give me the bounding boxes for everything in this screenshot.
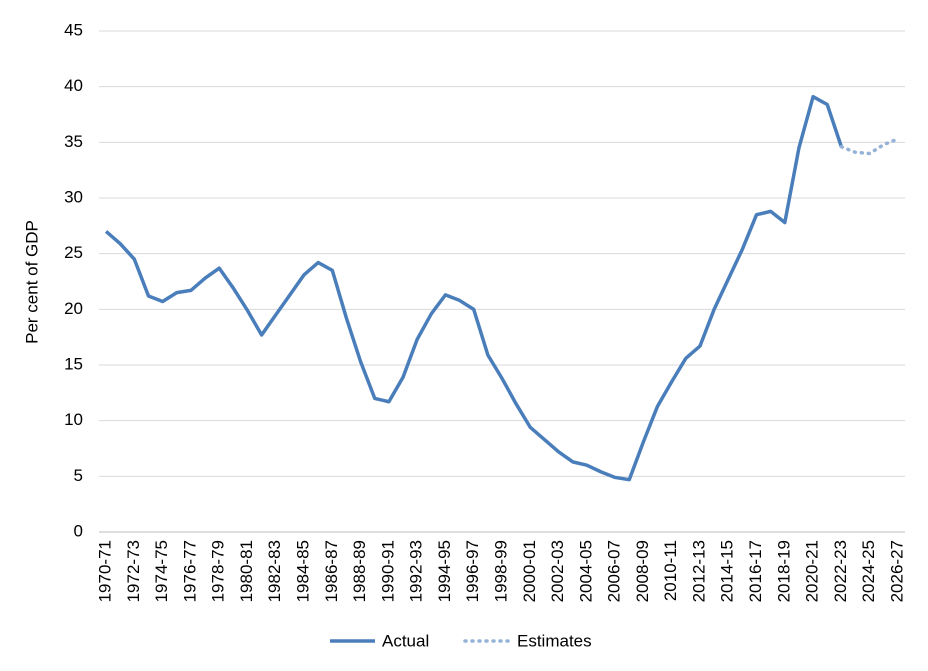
y-tick-label: 30 bbox=[64, 187, 83, 206]
series-line bbox=[104, 94, 844, 482]
x-tick-label: 1986-87 bbox=[322, 540, 341, 602]
x-tick-label: 1976-77 bbox=[180, 540, 199, 602]
x-tick-label: 1982-83 bbox=[265, 540, 284, 602]
x-tick-label: 2008-09 bbox=[633, 540, 652, 602]
y-tick-label: 5 bbox=[74, 466, 83, 485]
x-tick-label: 1990-91 bbox=[378, 540, 397, 602]
y-tick-label: 35 bbox=[64, 132, 83, 151]
x-tick-label: 2020-21 bbox=[803, 540, 822, 602]
x-tick-label: 1988-89 bbox=[350, 540, 369, 602]
legend-label: Estimates bbox=[517, 631, 592, 650]
x-tick-label: 2010-11 bbox=[661, 540, 680, 601]
x-tick-label: 1978-79 bbox=[209, 540, 228, 602]
y-tick-label: 20 bbox=[64, 299, 83, 318]
x-tick-label: 1980-81 bbox=[237, 540, 256, 602]
y-tick-label: 25 bbox=[64, 243, 83, 262]
x-tick-label: 2016-17 bbox=[746, 540, 765, 602]
x-tick-label: 2002-03 bbox=[548, 540, 567, 602]
x-tick-label: 2022-23 bbox=[831, 540, 850, 602]
x-tick-label: 2006-07 bbox=[605, 540, 624, 602]
x-tick-label: 2004-05 bbox=[576, 540, 595, 602]
y-axis-label: Per cent of GDP bbox=[22, 220, 41, 344]
series-line bbox=[839, 137, 900, 156]
y-tick-label: 0 bbox=[74, 521, 83, 540]
x-tick-label: 1992-93 bbox=[407, 540, 426, 602]
x-tick-label: 2014-15 bbox=[718, 540, 737, 602]
legend-label: Actual bbox=[382, 631, 429, 650]
x-tick-label: 2018-19 bbox=[774, 540, 793, 602]
y-tick-label: 40 bbox=[64, 76, 83, 95]
x-tick-label: 1970-71 bbox=[96, 540, 115, 602]
x-tick-label: 2026-27 bbox=[887, 540, 906, 602]
x-tick-label: 1996-97 bbox=[463, 540, 482, 602]
x-tick-label: 1998-99 bbox=[491, 540, 510, 602]
y-tick-label: 45 bbox=[64, 20, 83, 39]
x-tick-label: 2024-25 bbox=[859, 540, 878, 602]
x-tick-label: 2012-13 bbox=[689, 540, 708, 602]
x-tick-label: 1972-73 bbox=[124, 540, 143, 602]
x-tick-label: 1984-85 bbox=[294, 540, 313, 602]
y-tick-label: 15 bbox=[64, 354, 83, 373]
x-tick-label: 1994-95 bbox=[435, 540, 454, 602]
x-tick-label: 2000-01 bbox=[520, 540, 539, 602]
x-tick-label: 1974-75 bbox=[152, 540, 171, 602]
y-tick-label: 10 bbox=[64, 410, 83, 429]
